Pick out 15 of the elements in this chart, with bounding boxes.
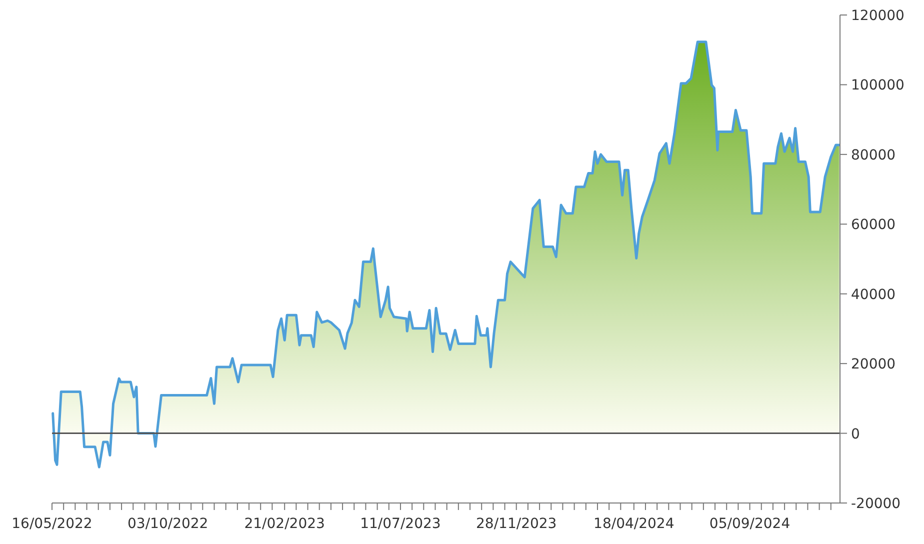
x-tick-label: 28/11/2023 [476, 516, 557, 532]
y-tick-label: 0 [851, 426, 860, 442]
y-tick-label: 60000 [851, 217, 896, 234]
y-tick-label: 40000 [851, 286, 896, 303]
y-tick-label: 20000 [851, 356, 896, 373]
x-tick-label: 21/02/2023 [244, 516, 325, 532]
y-tick-label: 80000 [851, 147, 896, 164]
y-tick-label: 120000 [851, 8, 904, 24]
x-tick-label: 03/10/2022 [128, 516, 208, 532]
y-tick-label: -20000 [851, 496, 901, 512]
x-tick-label: 16/05/2022 [12, 516, 92, 532]
y-tick-label: 100000 [851, 78, 904, 94]
x-tick-label: 05/09/2024 [709, 516, 790, 532]
x-tick-label: 18/04/2024 [594, 516, 674, 532]
x-tick-label: 11/07/2023 [360, 516, 441, 532]
